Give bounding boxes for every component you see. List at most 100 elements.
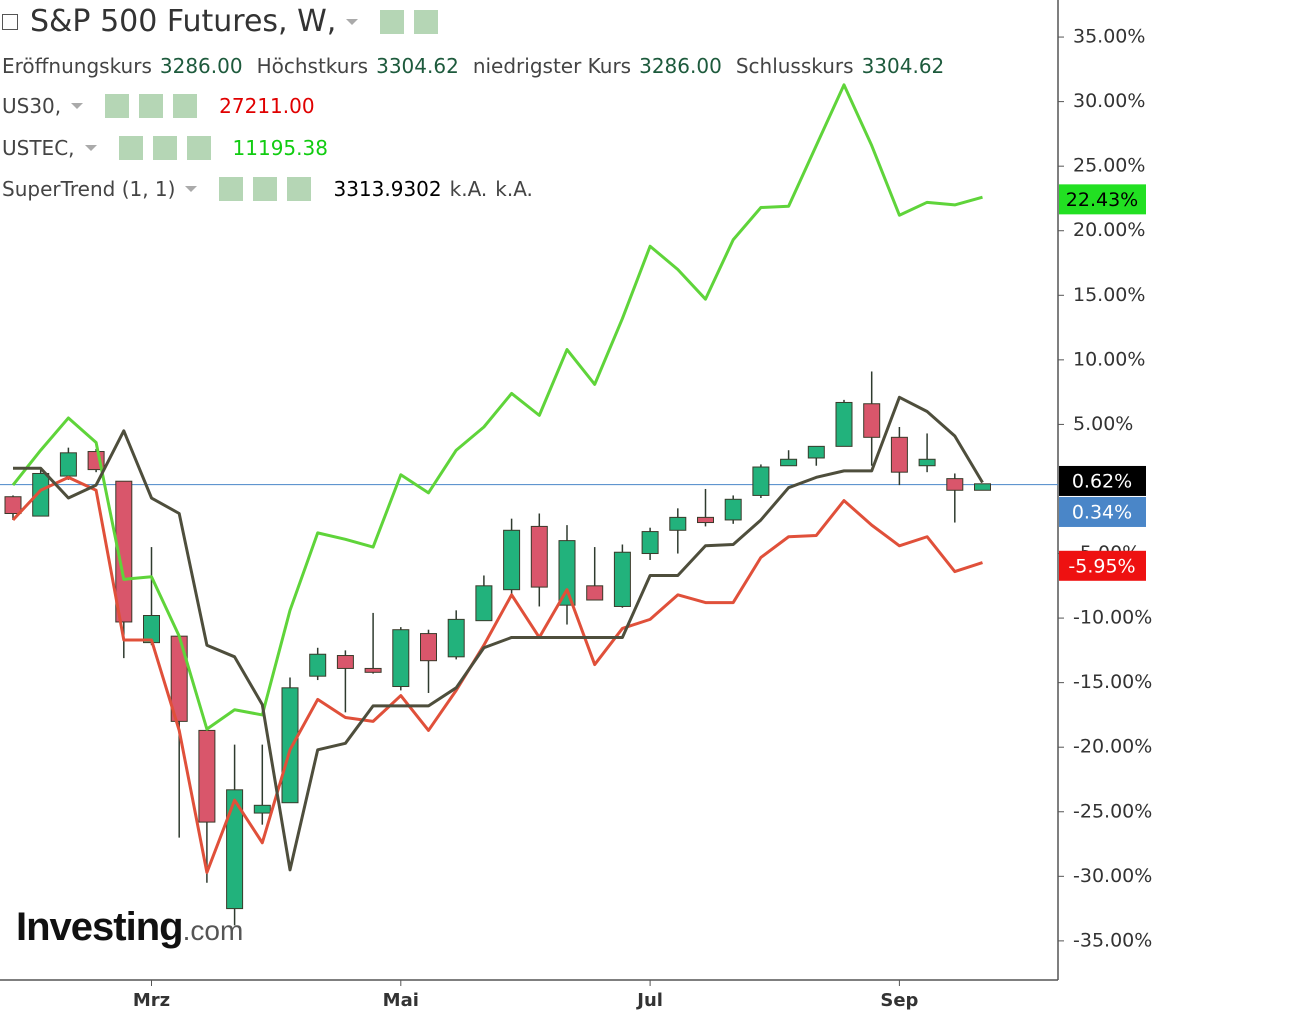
- legend-name: USTEC,: [2, 136, 75, 160]
- candle-body: [946, 478, 964, 491]
- y-tick-label: -15.00%: [1073, 671, 1152, 693]
- legend-extra: k.A.: [495, 177, 533, 201]
- candle-body: [890, 436, 908, 473]
- series-line: [11, 475, 983, 874]
- candle-body: [364, 667, 382, 673]
- ohlc-label: Schlusskurs: [735, 54, 854, 78]
- close-icon[interactable]: [287, 177, 312, 201]
- end-label: 0.62%: [1072, 470, 1132, 492]
- candle-body: [586, 585, 604, 601]
- end-label: -5.95%: [1068, 555, 1135, 577]
- candle-body: [253, 804, 271, 814]
- ohlc-label: Eröffnungskurs: [2, 54, 152, 78]
- candle-body: [32, 472, 50, 517]
- ohlc-label: niedrigster Kurs: [472, 54, 632, 78]
- legend-name: SuperTrend (1, 1): [2, 177, 176, 201]
- candle-body: [530, 525, 548, 588]
- candle-body: [475, 585, 493, 622]
- x-tick-label: Mrz: [133, 990, 170, 1011]
- x-tick-label: Jul: [635, 990, 663, 1011]
- legend-row: SuperTrend (1, 1) 3313.9302 k.A. k.A.: [2, 177, 533, 201]
- y-tick-label: -10.00%: [1073, 607, 1152, 629]
- y-tick-label: 10.00%: [1073, 348, 1145, 370]
- close-icon[interactable]: [186, 136, 211, 160]
- y-tick-label: 15.00%: [1073, 284, 1145, 306]
- candle-body: [613, 551, 631, 607]
- x-tick-label: Mai: [383, 990, 419, 1011]
- ohlc-label: Höchstkurs: [256, 54, 369, 78]
- gear-icon[interactable]: [152, 136, 177, 160]
- legend-row: US30, 27211.00: [2, 94, 315, 118]
- candle-body: [724, 498, 742, 521]
- candle-body: [807, 445, 825, 459]
- ohlc-value: 3286.00: [159, 54, 243, 78]
- dropdown[interactable]: [84, 145, 97, 151]
- ohlc-value: 3304.62: [861, 54, 945, 78]
- legend-extra: k.A.: [449, 177, 488, 201]
- title-row: S&P 500 Futures, W,: [2, 4, 440, 39]
- chart-title: S&P 500 Futures, W,: [30, 4, 337, 39]
- candle-body: [420, 633, 437, 662]
- candle-body: [503, 529, 521, 591]
- y-tick-label: -20.00%: [1073, 736, 1152, 758]
- logo-suffix: .com: [182, 915, 244, 946]
- candle-body: [780, 458, 798, 467]
- logo: Investing.com: [16, 905, 243, 950]
- candle-body: [974, 483, 991, 491]
- dropdown[interactable]: [71, 103, 84, 109]
- candle-body: [309, 653, 327, 677]
- eye-icon[interactable]: [219, 177, 244, 201]
- ohlc-row: Eröffnungskurs 3286.00 Höchstkurs 3304.62 ni…: [2, 54, 950, 78]
- close-icon[interactable]: [173, 94, 198, 118]
- candle-body: [59, 452, 77, 477]
- end-label-box: [1059, 496, 1146, 527]
- candle-body: [558, 540, 576, 606]
- dropdown[interactable]: [346, 18, 359, 25]
- candle-body: [918, 458, 936, 467]
- legend-name: US30,: [2, 94, 62, 118]
- y-tick-label: -30.00%: [1073, 865, 1152, 887]
- dropdown[interactable]: [185, 186, 198, 192]
- end-label: 0.34%: [1072, 501, 1132, 523]
- legend-quote: 3313.9302: [333, 177, 442, 201]
- end-label-box: [1059, 465, 1146, 496]
- candle-body: [115, 480, 133, 623]
- y-tick-label: 25.00%: [1073, 155, 1145, 177]
- end-label-box: [1059, 550, 1146, 581]
- collapse-toggle[interactable]: [2, 13, 18, 30]
- candle-body: [641, 531, 659, 555]
- candle-body: [198, 729, 216, 823]
- candle-body: [835, 401, 853, 447]
- candle-body: [447, 618, 465, 658]
- legend-quote: 27211.00: [219, 94, 315, 118]
- series-line: [11, 83, 983, 731]
- x-tick-label: Sep: [880, 990, 918, 1011]
- candle-body: [697, 516, 714, 524]
- candle-body: [226, 789, 244, 910]
- candle-body: [669, 516, 687, 531]
- eye-icon[interactable]: [118, 136, 143, 160]
- end-label-box: [1059, 184, 1146, 215]
- candle-body: [336, 655, 354, 669]
- y-tick-label: 30.00%: [1073, 90, 1145, 112]
- gear-icon[interactable]: [139, 94, 164, 118]
- candle-body: [392, 629, 410, 688]
- gear-icon[interactable]: [414, 9, 439, 34]
- legend-row: USTEC, 11195.38: [2, 136, 328, 160]
- eye-icon[interactable]: [380, 9, 405, 34]
- y-tick-label: -25.00%: [1073, 800, 1152, 822]
- candle-body: [863, 403, 881, 438]
- ohlc-value: 3304.62: [376, 54, 459, 78]
- y-tick-label: 20.00%: [1073, 219, 1145, 241]
- y-tick-label: 5.00%: [1073, 413, 1133, 435]
- legend-quote: 11195.38: [232, 136, 328, 160]
- ohlc-value: 3286.00: [639, 54, 722, 78]
- eye-icon[interactable]: [105, 94, 130, 118]
- y-tick-label: -35.00%: [1073, 929, 1152, 951]
- gear-icon[interactable]: [253, 177, 278, 201]
- series-line: [13, 395, 984, 872]
- end-label: 22.43%: [1066, 189, 1138, 211]
- candle-body: [281, 687, 299, 804]
